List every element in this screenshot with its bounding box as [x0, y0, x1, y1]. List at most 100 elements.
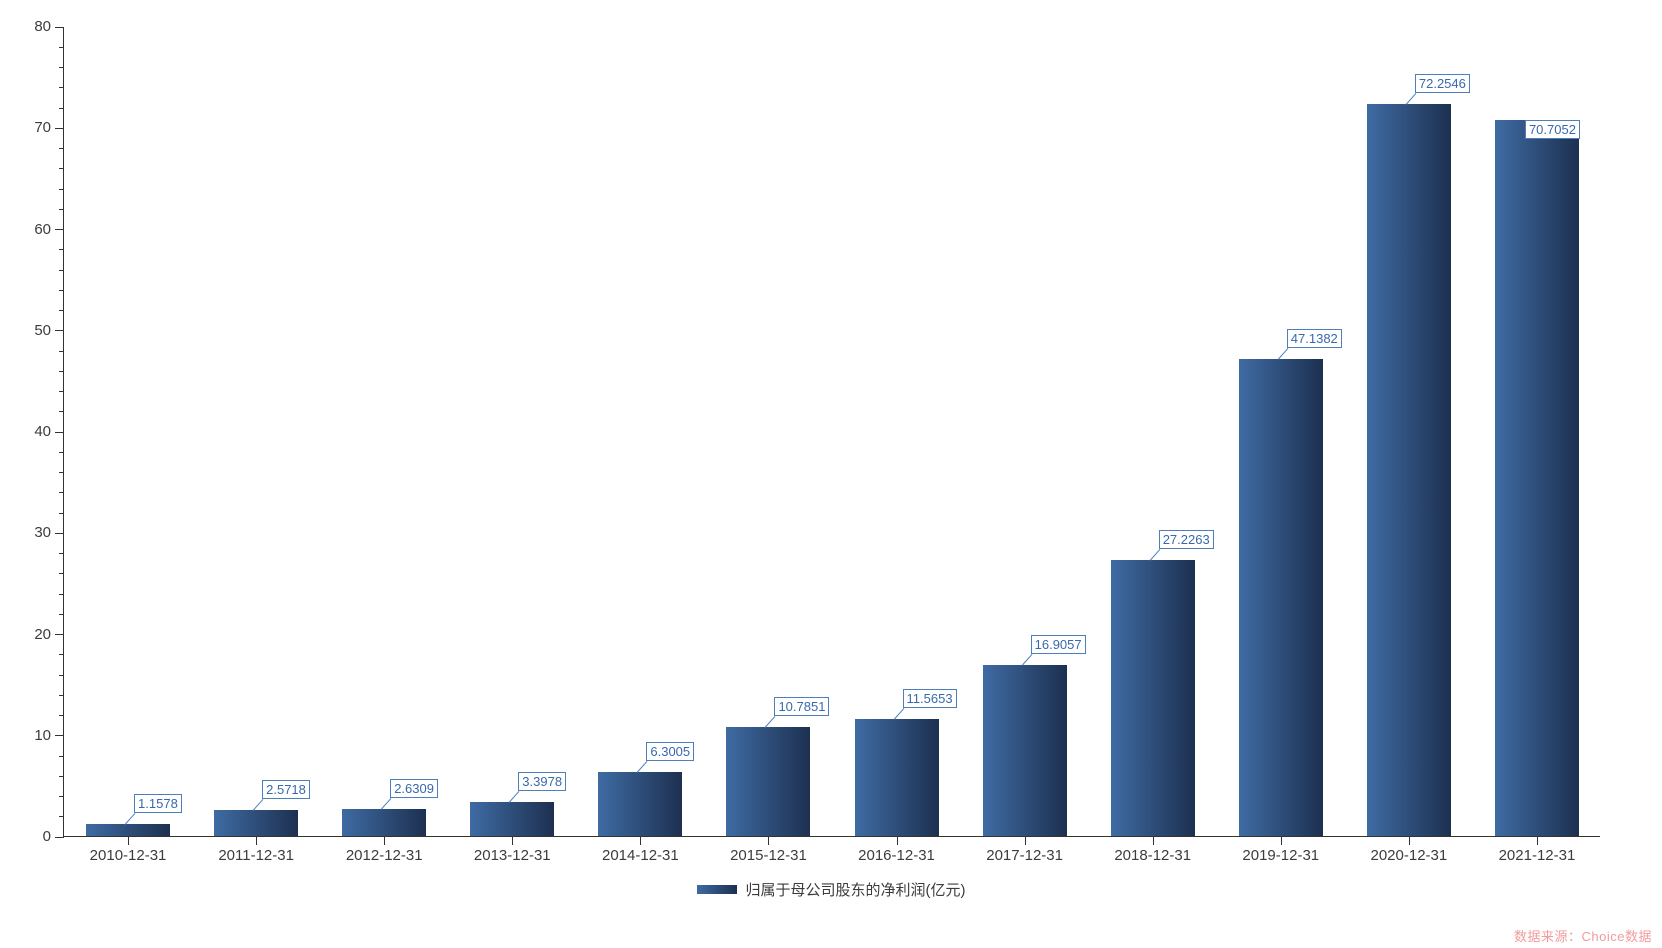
y-axis-tick	[55, 26, 64, 28]
value-label: 1.1578	[134, 794, 182, 814]
x-axis-tick	[1024, 837, 1026, 845]
y-axis-minor-tick	[59, 573, 64, 575]
y-axis-tick-label: 30	[34, 524, 51, 542]
y-axis-tick-label: 20	[34, 625, 51, 643]
y-axis-minor-tick	[59, 249, 64, 251]
watermark-text: 数据来源：Choice数据	[1514, 929, 1652, 944]
y-axis-tick-label: 70	[34, 119, 51, 137]
bar[interactable]	[214, 809, 299, 836]
y-axis-tick-label: 40	[34, 423, 51, 440]
value-label: 70.7052	[1524, 120, 1580, 140]
y-axis-tick	[55, 634, 64, 635]
x-axis-tick-label: 2014-12-31	[602, 847, 679, 864]
y-axis-minor-tick	[59, 107, 64, 109]
bar[interactable]	[854, 718, 939, 836]
bar[interactable]	[1366, 104, 1451, 836]
y-axis-minor-tick	[59, 593, 64, 595]
y-axis-minor-tick	[59, 613, 64, 615]
x-axis-tick	[256, 837, 258, 845]
y-axis-minor-tick	[59, 350, 64, 352]
x-axis-tick	[384, 837, 386, 845]
y-axis-minor-tick	[59, 370, 64, 372]
x-axis-tick-label: 2015-12-31	[730, 847, 807, 864]
value-label: 16.9057	[1030, 634, 1086, 654]
bar[interactable]	[86, 824, 171, 836]
y-axis-tick	[55, 229, 64, 230]
x-axis-tick-label: 2013-12-31	[473, 847, 551, 864]
legend[interactable]: 归属于母公司股东的净利润(亿元)	[0, 879, 1662, 900]
value-label: 2.6309	[390, 779, 438, 799]
y-axis-tick	[55, 127, 64, 129]
y-axis-tick	[55, 532, 64, 534]
y-axis-minor-tick	[59, 553, 64, 554]
x-axis-tick-label: 2019-12-31	[1242, 847, 1320, 864]
y-axis-minor-tick	[59, 796, 64, 797]
value-label: 10.7851	[774, 696, 830, 716]
bar[interactable]	[1494, 120, 1579, 836]
y-axis-minor-tick	[59, 87, 64, 89]
y-axis-minor-tick	[59, 472, 64, 473]
y-axis-tick	[55, 836, 64, 838]
legend-swatch	[696, 885, 737, 894]
y-axis-minor-tick	[59, 654, 64, 656]
y-axis-minor-tick	[59, 208, 64, 210]
y-axis-tick	[55, 330, 64, 332]
x-axis-tick	[1408, 837, 1410, 845]
y-axis-minor-tick	[59, 168, 64, 170]
y-axis-minor-tick	[59, 289, 64, 291]
x-axis-tick-label: 2020-12-31	[1370, 847, 1448, 864]
y-axis-minor-tick	[59, 715, 64, 716]
value-label: 11.5653	[902, 688, 957, 708]
y-axis-minor-tick	[59, 46, 64, 48]
x-axis-tick-label: 2017-12-31	[986, 847, 1063, 864]
legend-label: 归属于母公司股东的净利润(亿元)	[745, 882, 966, 899]
x-axis-tick	[512, 837, 514, 845]
y-axis-minor-tick	[59, 67, 64, 68]
bar[interactable]	[598, 772, 683, 836]
value-label: 72.2546	[1414, 74, 1470, 94]
x-axis-tick-label: 2010-12-31	[89, 847, 167, 864]
value-label: 3.3978	[518, 771, 567, 791]
x-axis-tick	[640, 837, 642, 845]
value-label: 6.3005	[646, 742, 695, 762]
x-axis-tick-label: 2012-12-31	[345, 847, 423, 864]
y-axis-tick-label: 10	[34, 726, 51, 744]
bar[interactable]	[726, 726, 811, 836]
bar[interactable]	[982, 664, 1067, 836]
y-axis-minor-tick	[59, 188, 64, 190]
x-axis-tick-label: 2021-12-31	[1498, 847, 1576, 864]
x-axis-tick	[1152, 837, 1154, 845]
y-axis-minor-tick	[59, 512, 64, 514]
value-label: 47.1382	[1286, 328, 1342, 348]
plot-area: 0 10 20 30 40 50 60 70 80 2010-12-31 1.1578 2011-12…	[34, 19, 1600, 864]
y-axis-minor-tick	[59, 492, 64, 494]
y-axis-tick-label: 50	[34, 321, 51, 339]
bar[interactable]	[470, 801, 555, 836]
y-axis-minor-tick	[59, 391, 64, 392]
x-axis-tick	[128, 837, 130, 845]
x-axis-tick	[768, 837, 770, 845]
bar[interactable]	[1238, 358, 1323, 836]
bar[interactable]	[342, 809, 427, 836]
y-axis-tick-label: 80	[34, 18, 51, 35]
x-axis-tick-label: 2011-12-31	[218, 847, 294, 864]
x-axis-tick	[1536, 837, 1538, 845]
y-axis-minor-tick	[59, 451, 64, 453]
x-axis-tick-label: 2016-12-31	[858, 847, 935, 864]
y-axis-tick	[55, 431, 64, 433]
x-axis-tick	[1280, 837, 1282, 845]
value-label: 2.5718	[262, 779, 310, 799]
value-label: 27.2263	[1158, 530, 1214, 550]
y-axis-tick-label: 60	[34, 220, 51, 238]
y-axis-minor-tick	[59, 310, 64, 311]
y-axis-minor-tick	[59, 148, 64, 149]
y-axis-tick	[55, 735, 64, 737]
y-axis-minor-tick	[59, 775, 64, 777]
y-axis-minor-tick	[59, 411, 64, 413]
x-axis-tick	[896, 837, 898, 845]
bar[interactable]	[1110, 560, 1195, 836]
y-axis-minor-tick	[59, 816, 64, 818]
y-axis-minor-tick	[59, 269, 64, 271]
y-axis-minor-tick	[59, 755, 64, 757]
